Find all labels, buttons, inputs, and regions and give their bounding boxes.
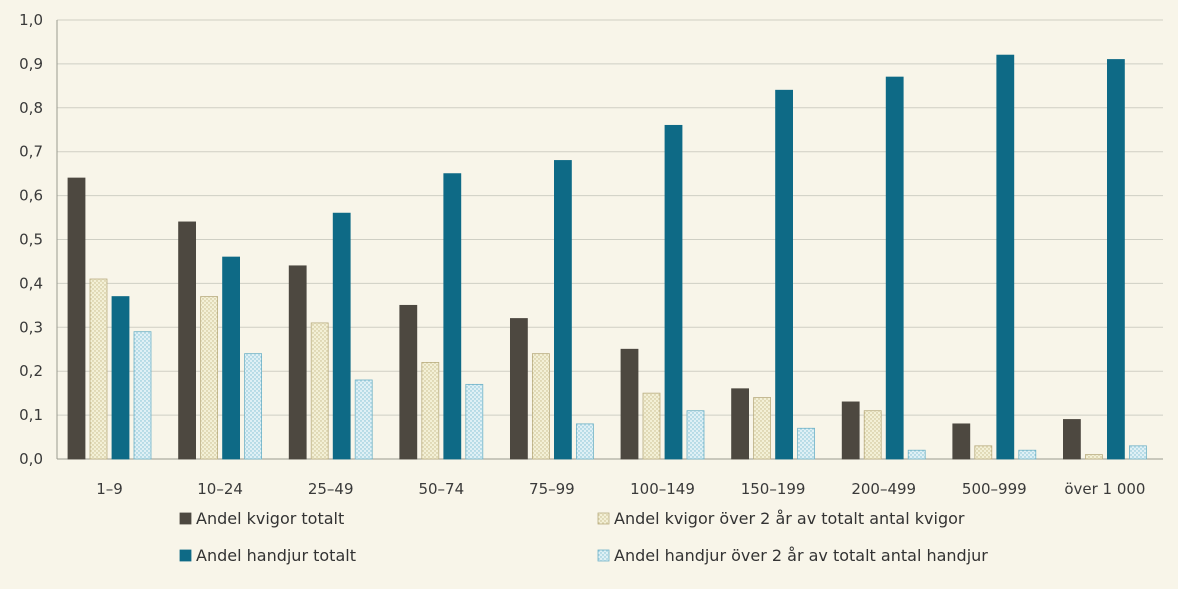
x-tick-label: 500–999 xyxy=(962,480,1027,498)
y-axis: 0,0 0,1 0,2 0,3 0,4 0,5 0,6 0,7 0,8 0,9 1,0 xyxy=(19,11,43,468)
bar-2-5 xyxy=(532,353,550,460)
y-tick-label: 0,0 xyxy=(19,450,43,468)
y-tick-label: 0,3 xyxy=(19,318,43,336)
bar-2-2 xyxy=(200,296,219,460)
legend-swatch xyxy=(597,512,610,525)
bar-1-3 xyxy=(288,265,307,460)
bar-4-4 xyxy=(465,383,484,460)
bar-3-1 xyxy=(111,296,130,460)
bar-2-10 xyxy=(1085,454,1103,460)
x-tick-label: 50–74 xyxy=(418,480,464,498)
bar-3-6 xyxy=(664,124,683,460)
bar-3-10 xyxy=(1107,59,1125,460)
x-tick-label: över 1 000 xyxy=(1064,480,1145,498)
bar-1-5 xyxy=(509,318,528,460)
x-tick-label: 200–499 xyxy=(851,480,916,498)
bar-4-5 xyxy=(576,423,594,460)
bar-3-8 xyxy=(885,76,904,460)
bar-3-3 xyxy=(332,212,351,460)
bar-4-2 xyxy=(244,353,263,460)
bar-4-10 xyxy=(1129,445,1147,460)
y-tick-label: 0,5 xyxy=(19,231,43,249)
x-tick-label: 100–149 xyxy=(630,480,695,498)
legend-swatch xyxy=(179,549,192,562)
y-tick-label: 1,0 xyxy=(19,11,43,29)
grid xyxy=(56,19,1163,460)
bar-4-9 xyxy=(1018,449,1037,460)
bar-4-8 xyxy=(907,449,926,460)
y-tick-label: 0,9 xyxy=(19,55,43,73)
x-tick-label: 1–9 xyxy=(96,480,123,498)
bar-2-8 xyxy=(863,410,882,460)
bar-1-10 xyxy=(1063,419,1081,460)
bar-2-3 xyxy=(310,322,329,460)
legend-label: Andel kvigor över 2 år av totalt antal k… xyxy=(614,509,965,528)
legend: Andel kvigor totalt Andel kvigor över 2 å… xyxy=(179,509,988,565)
bar-3-7 xyxy=(775,89,793,460)
bar-3-5 xyxy=(554,160,572,460)
bar-1-4 xyxy=(399,304,418,460)
bar-3-4 xyxy=(443,173,462,460)
y-tick-label: 0,1 xyxy=(19,406,43,424)
bar-2-7 xyxy=(753,397,771,460)
y-tick-label: 0,2 xyxy=(19,362,43,380)
bar-1-2 xyxy=(178,221,197,460)
x-tick-label: 75–99 xyxy=(529,480,575,498)
x-tick-label: 10–24 xyxy=(197,480,243,498)
y-tick-label: 0,8 xyxy=(19,99,43,117)
bar-1-7 xyxy=(731,388,749,460)
legend-swatch xyxy=(179,512,192,525)
legend-label: Andel kvigor totalt xyxy=(196,509,344,528)
bar-2-4 xyxy=(421,362,440,460)
bar-1-8 xyxy=(841,401,860,460)
bar-4-1 xyxy=(133,331,152,460)
bar-1-1 xyxy=(67,177,86,460)
bar-4-3 xyxy=(354,379,373,460)
legend-label: Andel handjur totalt xyxy=(196,546,356,565)
bar-2-1 xyxy=(89,278,108,460)
x-axis: 1–9 10–24 25–49 50–74 75–99 100–149 150–199 200… xyxy=(96,480,1145,498)
bar-4-7 xyxy=(797,427,815,460)
bar-4-6 xyxy=(686,410,705,460)
x-tick-label: 25–49 xyxy=(308,480,354,498)
y-tick-label: 0,7 xyxy=(19,143,43,161)
bar-3-9 xyxy=(996,54,1015,460)
bar-3-2 xyxy=(222,256,241,460)
bar-2-9 xyxy=(974,445,993,460)
bar-2-6 xyxy=(642,392,661,460)
bar-1-9 xyxy=(952,423,971,460)
bar-1-6 xyxy=(620,348,639,460)
legend-swatch xyxy=(597,549,610,562)
y-tick-label: 0,4 xyxy=(19,274,43,292)
bars xyxy=(67,54,1147,460)
x-tick-label: 150–199 xyxy=(741,480,806,498)
y-tick-label: 0,6 xyxy=(19,187,43,205)
legend-label: Andel handjur över 2 år av totalt antal … xyxy=(614,546,988,565)
